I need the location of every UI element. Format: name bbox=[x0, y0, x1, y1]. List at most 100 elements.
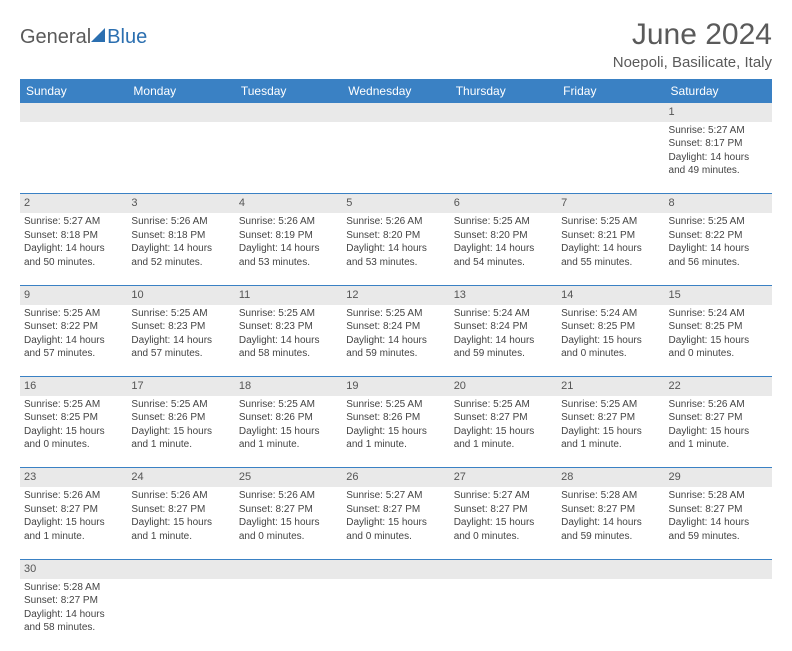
daylight2-text: and 57 minutes. bbox=[24, 347, 123, 361]
sunset-text: Sunset: 8:27 PM bbox=[454, 503, 553, 517]
logo-text-general: General bbox=[20, 26, 91, 49]
sunset-text: Sunset: 8:18 PM bbox=[24, 229, 123, 243]
sunrise-text: Sunrise: 5:27 AM bbox=[454, 489, 553, 503]
daylight1-text: Daylight: 14 hours bbox=[454, 334, 553, 348]
day-number-cell: 16 bbox=[20, 377, 127, 396]
calendar-body: 1Sunrise: 5:27 AMSunset: 8:17 PMDaylight… bbox=[20, 103, 772, 651]
logo-sail-icon bbox=[91, 28, 105, 42]
daylight2-text: and 59 minutes. bbox=[669, 530, 768, 544]
sunset-text: Sunset: 8:27 PM bbox=[24, 503, 123, 517]
weekday-row: SundayMondayTuesdayWednesdayThursdayFrid… bbox=[20, 79, 772, 103]
logo-text-blue: Blue bbox=[107, 26, 147, 49]
day-cell bbox=[342, 122, 449, 194]
day-number-cell bbox=[342, 103, 449, 122]
day-cell: Sunrise: 5:25 AMSunset: 8:25 PMDaylight:… bbox=[20, 396, 127, 468]
sunset-text: Sunset: 8:27 PM bbox=[561, 411, 660, 425]
sunset-text: Sunset: 8:26 PM bbox=[346, 411, 445, 425]
day-cell bbox=[557, 122, 664, 194]
sunset-text: Sunset: 8:20 PM bbox=[454, 229, 553, 243]
day-number-cell: 29 bbox=[665, 468, 772, 487]
daynum-row: 2345678 bbox=[20, 194, 772, 213]
sunset-text: Sunset: 8:22 PM bbox=[669, 229, 768, 243]
sunset-text: Sunset: 8:26 PM bbox=[239, 411, 338, 425]
day-number-cell: 28 bbox=[557, 468, 664, 487]
daylight1-text: Daylight: 15 hours bbox=[669, 425, 768, 439]
daylight2-text: and 53 minutes. bbox=[239, 256, 338, 270]
day-cell bbox=[450, 122, 557, 194]
week-row: Sunrise: 5:27 AMSunset: 8:18 PMDaylight:… bbox=[20, 213, 772, 285]
day-cell: Sunrise: 5:25 AMSunset: 8:27 PMDaylight:… bbox=[557, 396, 664, 468]
daylight2-text: and 0 minutes. bbox=[346, 530, 445, 544]
sunset-text: Sunset: 8:26 PM bbox=[131, 411, 230, 425]
daylight1-text: Daylight: 14 hours bbox=[561, 516, 660, 530]
sunset-text: Sunset: 8:27 PM bbox=[239, 503, 338, 517]
day-cell: Sunrise: 5:27 AMSunset: 8:18 PMDaylight:… bbox=[20, 213, 127, 285]
day-cell: Sunrise: 5:25 AMSunset: 8:26 PMDaylight:… bbox=[127, 396, 234, 468]
day-number-cell bbox=[450, 559, 557, 578]
sunset-text: Sunset: 8:20 PM bbox=[346, 229, 445, 243]
weekday-header: Wednesday bbox=[342, 79, 449, 103]
day-cell: Sunrise: 5:28 AMSunset: 8:27 PMDaylight:… bbox=[20, 579, 127, 651]
daylight1-text: Daylight: 14 hours bbox=[24, 608, 123, 622]
day-number-cell: 5 bbox=[342, 194, 449, 213]
week-row: Sunrise: 5:27 AMSunset: 8:17 PMDaylight:… bbox=[20, 122, 772, 194]
sunrise-text: Sunrise: 5:27 AM bbox=[346, 489, 445, 503]
sunrise-text: Sunrise: 5:25 AM bbox=[131, 307, 230, 321]
daylight1-text: Daylight: 14 hours bbox=[239, 334, 338, 348]
day-number-cell: 13 bbox=[450, 285, 557, 304]
daynum-row: 9101112131415 bbox=[20, 285, 772, 304]
sunrise-text: Sunrise: 5:25 AM bbox=[239, 398, 338, 412]
sunset-text: Sunset: 8:27 PM bbox=[24, 594, 123, 608]
sunset-text: Sunset: 8:18 PM bbox=[131, 229, 230, 243]
daylight2-text: and 0 minutes. bbox=[561, 347, 660, 361]
daylight1-text: Daylight: 15 hours bbox=[454, 425, 553, 439]
day-cell bbox=[342, 579, 449, 651]
daylight1-text: Daylight: 14 hours bbox=[24, 242, 123, 256]
daylight2-text: and 0 minutes. bbox=[24, 438, 123, 452]
daylight1-text: Daylight: 14 hours bbox=[131, 334, 230, 348]
sunrise-text: Sunrise: 5:26 AM bbox=[239, 215, 338, 229]
sunset-text: Sunset: 8:27 PM bbox=[669, 411, 768, 425]
day-number-cell: 3 bbox=[127, 194, 234, 213]
sunrise-text: Sunrise: 5:28 AM bbox=[24, 581, 123, 595]
day-cell bbox=[450, 579, 557, 651]
day-cell: Sunrise: 5:26 AMSunset: 8:27 PMDaylight:… bbox=[235, 487, 342, 559]
daylight1-text: Daylight: 14 hours bbox=[454, 242, 553, 256]
sunset-text: Sunset: 8:27 PM bbox=[346, 503, 445, 517]
sunrise-text: Sunrise: 5:25 AM bbox=[24, 307, 123, 321]
daynum-row: 30 bbox=[20, 559, 772, 578]
weekday-header: Thursday bbox=[450, 79, 557, 103]
daylight2-text: and 55 minutes. bbox=[561, 256, 660, 270]
daylight2-text: and 56 minutes. bbox=[669, 256, 768, 270]
week-row: Sunrise: 5:28 AMSunset: 8:27 PMDaylight:… bbox=[20, 579, 772, 651]
sunset-text: Sunset: 8:25 PM bbox=[669, 320, 768, 334]
day-number-cell: 11 bbox=[235, 285, 342, 304]
day-cell bbox=[557, 579, 664, 651]
daylight1-text: Daylight: 15 hours bbox=[561, 334, 660, 348]
day-number-cell: 9 bbox=[20, 285, 127, 304]
daylight1-text: Daylight: 15 hours bbox=[24, 425, 123, 439]
daylight1-text: Daylight: 15 hours bbox=[561, 425, 660, 439]
sunrise-text: Sunrise: 5:24 AM bbox=[669, 307, 768, 321]
sunrise-text: Sunrise: 5:26 AM bbox=[131, 489, 230, 503]
day-number-cell: 27 bbox=[450, 468, 557, 487]
sunrise-text: Sunrise: 5:28 AM bbox=[561, 489, 660, 503]
day-number-cell bbox=[557, 559, 664, 578]
day-cell: Sunrise: 5:24 AMSunset: 8:25 PMDaylight:… bbox=[557, 305, 664, 377]
week-row: Sunrise: 5:25 AMSunset: 8:25 PMDaylight:… bbox=[20, 396, 772, 468]
daylight2-text: and 59 minutes. bbox=[454, 347, 553, 361]
daylight1-text: Daylight: 14 hours bbox=[24, 334, 123, 348]
daylight2-text: and 0 minutes. bbox=[239, 530, 338, 544]
daylight2-text: and 52 minutes. bbox=[131, 256, 230, 270]
week-row: Sunrise: 5:26 AM Sunset: 8:27 PM Daylight:… bbox=[20, 487, 772, 559]
sunrise-text: Sunrise: 5:24 AM bbox=[561, 307, 660, 321]
sunrise-text: Sunrise: 5:25 AM bbox=[454, 398, 553, 412]
day-number-cell: 20 bbox=[450, 377, 557, 396]
day-cell: Sunrise: 5:27 AMSunset: 8:17 PMDaylight:… bbox=[665, 122, 772, 194]
day-number-cell bbox=[127, 559, 234, 578]
daylight1-text: Daylight: 14 hours bbox=[239, 242, 338, 256]
day-number-cell: 8 bbox=[665, 194, 772, 213]
daylight2-text: and 1 minute. bbox=[346, 438, 445, 452]
sunset-text: Sunset: 8:27 PM bbox=[669, 503, 768, 517]
day-number-cell bbox=[127, 103, 234, 122]
